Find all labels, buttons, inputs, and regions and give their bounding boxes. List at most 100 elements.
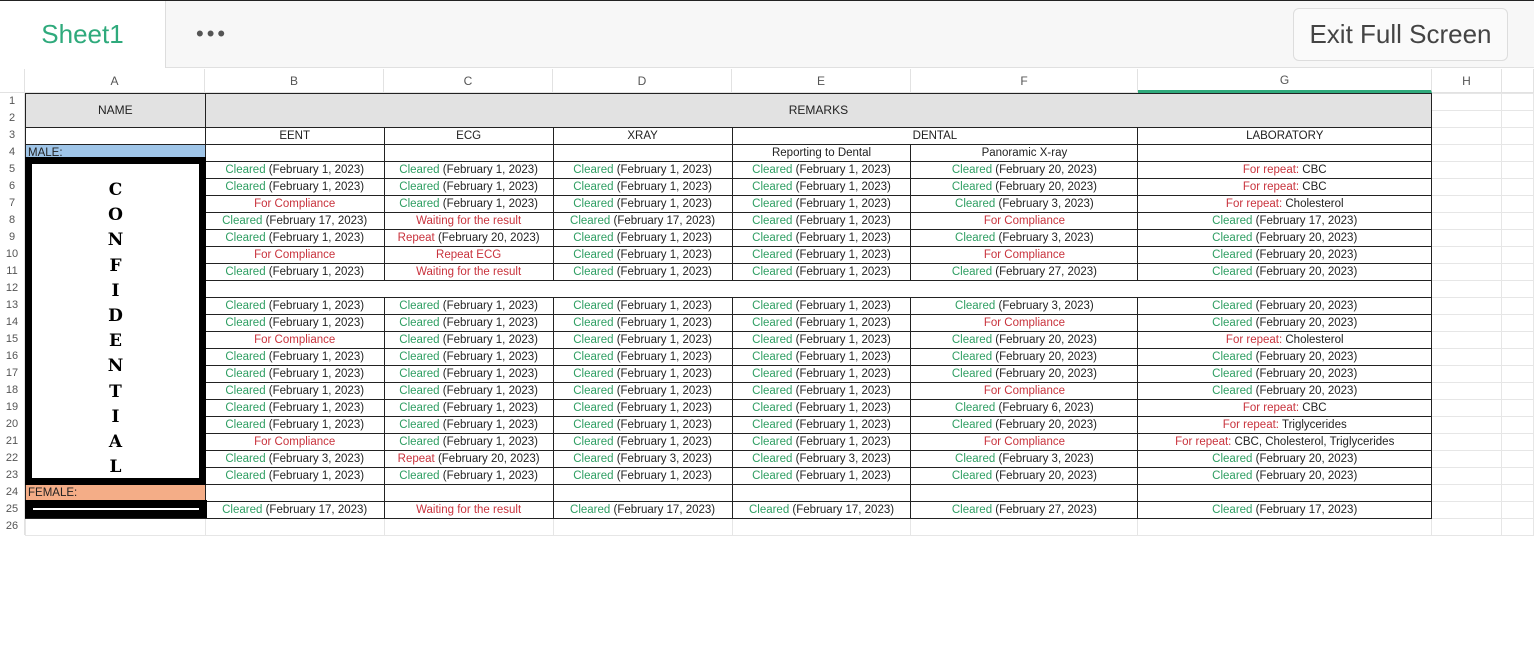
blank-row-cell[interactable]: [204, 280, 1433, 298]
cell-e15[interactable]: Cleared (February 1, 2023): [731, 331, 912, 349]
empty-cell[interactable]: [1431, 518, 1503, 536]
empty-cell[interactable]: [1431, 161, 1503, 179]
row-header[interactable]: 3: [0, 127, 25, 144]
cell-b8[interactable]: Cleared (February 17, 2023): [204, 212, 385, 230]
cell-e13[interactable]: Cleared (February 1, 2023): [731, 297, 912, 315]
cell-g21[interactable]: For repeat: CBC, Cholesterol, Triglyceri…: [1137, 433, 1433, 451]
xray-header[interactable]: XRAY: [552, 127, 733, 145]
empty-cell[interactable]: [1431, 433, 1503, 451]
cell-a3[interactable]: [25, 127, 206, 145]
cell-d10[interactable]: Cleared (February 1, 2023): [552, 246, 733, 264]
row-header[interactable]: 2: [0, 110, 25, 127]
cell-g14[interactable]: Cleared (February 20, 2023): [1137, 314, 1433, 332]
cell-c22[interactable]: Repeat (February 20, 2023): [383, 450, 554, 468]
empty-cell[interactable]: [1431, 297, 1503, 315]
cell-f8[interactable]: For Compliance: [910, 212, 1139, 230]
column-header-g[interactable]: G: [1138, 69, 1432, 93]
cell-g13[interactable]: Cleared (February 20, 2023): [1137, 297, 1433, 315]
cell-e23[interactable]: Cleared (February 1, 2023): [731, 467, 912, 485]
row-header[interactable]: 18: [0, 382, 25, 399]
empty-cell[interactable]: [1501, 382, 1534, 400]
empty-cell[interactable]: [1501, 501, 1534, 519]
empty-cell[interactable]: [731, 518, 912, 536]
cell-e9[interactable]: Cleared (February 1, 2023): [731, 229, 912, 247]
cell-f14[interactable]: For Compliance: [910, 314, 1139, 332]
column-header-a[interactable]: A: [25, 69, 205, 93]
empty-cell[interactable]: [1431, 416, 1503, 434]
column-header-c[interactable]: C: [384, 69, 553, 93]
cell-e20[interactable]: Cleared (February 1, 2023): [731, 416, 912, 434]
cell-f19[interactable]: Cleared (February 6, 2023): [910, 399, 1139, 417]
cell-f17[interactable]: Cleared (February 20, 2023): [910, 365, 1139, 383]
cell-c15[interactable]: Cleared (February 1, 2023): [383, 331, 554, 349]
row-header[interactable]: 9: [0, 229, 25, 246]
cell-c8[interactable]: Waiting for the result: [383, 212, 554, 230]
row-header[interactable]: 22: [0, 450, 25, 467]
cell-g17[interactable]: Cleared (February 20, 2023): [1137, 365, 1433, 383]
cell-d17[interactable]: Cleared (February 1, 2023): [552, 365, 733, 383]
select-all-corner[interactable]: [0, 69, 25, 93]
cell-c18[interactable]: Cleared (February 1, 2023): [383, 382, 554, 400]
cell-f7[interactable]: Cleared (February 3, 2023): [910, 195, 1139, 213]
cell-c21[interactable]: Cleared (February 1, 2023): [383, 433, 554, 451]
cell-b7[interactable]: For Compliance: [204, 195, 385, 213]
empty-cell[interactable]: [1137, 518, 1433, 536]
cell-g18[interactable]: Cleared (February 20, 2023): [1137, 382, 1433, 400]
ecg-header[interactable]: ECG: [383, 127, 554, 145]
cell-b23[interactable]: Cleared (February 1, 2023): [204, 467, 385, 485]
cell-f10[interactable]: For Compliance: [910, 246, 1139, 264]
cell-b22[interactable]: Cleared (February 3, 2023): [204, 450, 385, 468]
cell-c6[interactable]: Cleared (February 1, 2023): [383, 178, 554, 196]
cell-e5[interactable]: Cleared (February 1, 2023): [731, 161, 912, 179]
cell-f24[interactable]: [910, 484, 1139, 502]
empty-cell[interactable]: [1431, 467, 1503, 485]
cell-e11[interactable]: Cleared (February 1, 2023): [731, 263, 912, 281]
cell-c25[interactable]: Waiting for the result: [383, 501, 554, 519]
row-header[interactable]: 26: [0, 518, 25, 535]
empty-cell[interactable]: [1501, 331, 1534, 349]
cell-c10[interactable]: Repeat ECG: [383, 246, 554, 264]
cell-e24[interactable]: [731, 484, 912, 502]
empty-cell[interactable]: [1501, 212, 1534, 230]
empty-cell[interactable]: [204, 518, 385, 536]
cell-f25[interactable]: Cleared (February 27, 2023): [910, 501, 1139, 519]
row-header[interactable]: 10: [0, 246, 25, 263]
cell-g10[interactable]: Cleared (February 20, 2023): [1137, 246, 1433, 264]
cell-d24[interactable]: [552, 484, 733, 502]
empty-cell[interactable]: [1501, 280, 1534, 298]
cell-b24[interactable]: [204, 484, 385, 502]
cell-f9[interactable]: Cleared (February 3, 2023): [910, 229, 1139, 247]
cell-e6[interactable]: Cleared (February 1, 2023): [731, 178, 912, 196]
cell-c7[interactable]: Cleared (February 1, 2023): [383, 195, 554, 213]
cell-g11[interactable]: Cleared (February 20, 2023): [1137, 263, 1433, 281]
empty-cell[interactable]: [1431, 195, 1503, 213]
cell-c11[interactable]: Waiting for the result: [383, 263, 554, 281]
cell-b5[interactable]: Cleared (February 1, 2023): [204, 161, 385, 179]
female-group-label[interactable]: FEMALE:: [25, 484, 206, 502]
empty-cell[interactable]: [1501, 229, 1534, 247]
empty-cell[interactable]: [1501, 246, 1534, 264]
cell-b15[interactable]: For Compliance: [204, 331, 385, 349]
row-header[interactable]: 1: [0, 93, 25, 110]
cell-d21[interactable]: Cleared (February 1, 2023): [552, 433, 733, 451]
row-header[interactable]: 25: [0, 501, 25, 518]
cell-d6[interactable]: Cleared (February 1, 2023): [552, 178, 733, 196]
row-header[interactable]: 13: [0, 297, 25, 314]
column-header-e[interactable]: E: [732, 69, 911, 93]
column-header-f[interactable]: F: [911, 69, 1138, 93]
row-header[interactable]: 11: [0, 263, 25, 280]
cell-b16[interactable]: Cleared (February 1, 2023): [204, 348, 385, 366]
cell-e16[interactable]: Cleared (February 1, 2023): [731, 348, 912, 366]
cell-e10[interactable]: Cleared (February 1, 2023): [731, 246, 912, 264]
empty-cell[interactable]: [1431, 484, 1503, 502]
cell-f23[interactable]: Cleared (February 20, 2023): [910, 467, 1139, 485]
cell-f13[interactable]: Cleared (February 3, 2023): [910, 297, 1139, 315]
empty-cell[interactable]: [1501, 161, 1534, 179]
cell-d23[interactable]: Cleared (February 1, 2023): [552, 467, 733, 485]
cell-c14[interactable]: Cleared (February 1, 2023): [383, 314, 554, 332]
empty-cell[interactable]: [1501, 263, 1534, 281]
empty-cell[interactable]: [1431, 229, 1503, 247]
eent-header[interactable]: EENT: [204, 127, 385, 145]
cell-e7[interactable]: Cleared (February 1, 2023): [731, 195, 912, 213]
row-header[interactable]: 12: [0, 280, 25, 297]
